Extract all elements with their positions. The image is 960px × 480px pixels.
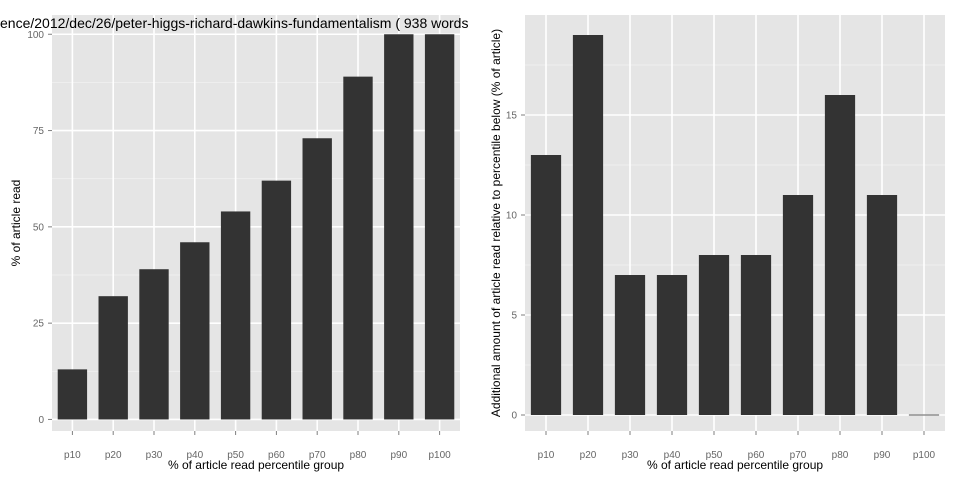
x-axis-title: % of article read percentile group — [168, 458, 344, 472]
bar-p90 — [384, 34, 414, 420]
bar-p70 — [302, 138, 332, 420]
bar-p70 — [782, 195, 814, 415]
x-tick-label: p30 — [622, 450, 639, 461]
x-axis-title: % of article read percentile group — [647, 458, 823, 472]
x-tick-label: p60 — [748, 450, 765, 461]
x-tick-labels: p10 p20 p30 p40 p50 p60 p70 p80 p90 p100 — [64, 431, 451, 461]
bar-p100 — [908, 414, 940, 416]
bar-p10 — [530, 155, 562, 415]
bars — [57, 34, 455, 420]
x-tick-label: p70 — [790, 450, 807, 461]
x-tick-label: p50 — [706, 450, 723, 461]
y-tick-label: 0 — [511, 411, 517, 422]
x-tick-label: p40 — [186, 450, 203, 461]
x-tick-label: p10 — [64, 450, 81, 461]
y-tick-label: 75 — [33, 126, 45, 137]
bar-p60 — [740, 255, 772, 415]
bar-p60 — [261, 180, 292, 420]
bar-p90 — [866, 195, 898, 415]
bar-p80 — [824, 95, 856, 415]
x-tick-label: p30 — [146, 450, 163, 461]
x-tick-label: p90 — [390, 450, 407, 461]
bar-p20 — [98, 296, 128, 420]
y-axis-title: % of article read — [9, 180, 23, 267]
bar-p50 — [220, 211, 251, 420]
x-tick-label: p10 — [538, 450, 555, 461]
chart-title: ence/2012/dec/26/peter-higgs-richard-daw… — [0, 15, 468, 31]
x-tick-label: p60 — [268, 450, 285, 461]
y-tick-labels: 0 5 10 15 — [506, 111, 525, 422]
y-tick-label: 0 — [38, 415, 44, 426]
y-tick-label: 25 — [33, 319, 45, 330]
bar-p30 — [139, 269, 169, 420]
x-tick-label: p90 — [874, 450, 891, 461]
bar-p30 — [614, 275, 646, 415]
bar-p20 — [572, 35, 604, 415]
x-tick-label: p70 — [309, 450, 326, 461]
x-tick-label: p20 — [580, 450, 597, 461]
bars — [530, 35, 940, 416]
x-tick-label: p80 — [832, 450, 849, 461]
bar-p40 — [656, 275, 688, 415]
y-tick-label: 50 — [33, 222, 45, 233]
bar-p10 — [57, 369, 88, 420]
y-tick-label: 5 — [511, 311, 517, 322]
bar-p100 — [424, 34, 455, 420]
x-tick-label: p100 — [428, 450, 451, 461]
x-tick-label: p100 — [913, 450, 936, 461]
y-tick-label: 10 — [506, 211, 518, 222]
y-tick-labels: 0 25 50 75 100 — [27, 30, 52, 426]
x-tick-label: p20 — [105, 450, 122, 461]
y-axis-title: Additional amount of article read relati… — [489, 29, 503, 417]
bar-p50 — [698, 255, 730, 415]
x-tick-label: p80 — [350, 450, 367, 461]
x-tick-label: p40 — [664, 450, 681, 461]
x-tick-label: p50 — [227, 450, 244, 461]
y-tick-label: 15 — [506, 111, 518, 122]
bar-p40 — [180, 242, 210, 420]
y-tick-label: 100 — [27, 30, 44, 41]
chart-additional-read: 0 5 10 15 p10 p20 p30 p40 p50 p60 p70 p80 p90 p100 %… — [489, 15, 945, 472]
bar-p80 — [343, 76, 373, 420]
x-tick-labels: p10 p20 p30 p40 p50 p60 p70 p80 p90 p100 — [538, 431, 936, 461]
